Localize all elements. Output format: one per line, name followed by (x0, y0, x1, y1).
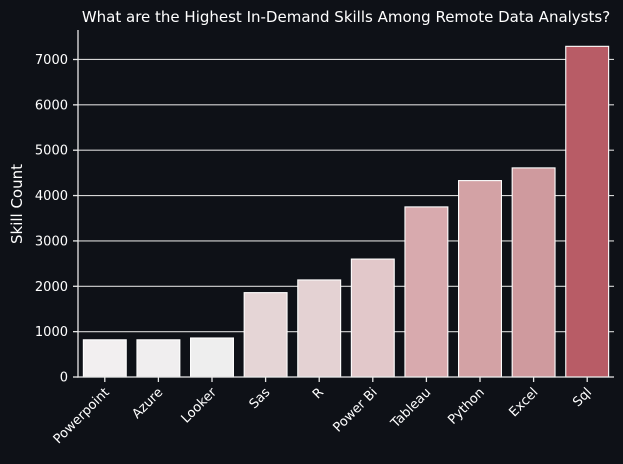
y-tick-label: 7000 (35, 53, 68, 68)
x-tick-label: Azure (129, 385, 166, 422)
y-tick-label: 6000 (35, 98, 68, 113)
x-tick-label: Excel (506, 385, 541, 420)
x-tick-label: Tableau (388, 385, 435, 432)
x-tick-label: Powerpoint (51, 385, 113, 447)
bar-sas (243, 292, 288, 378)
y-tick-label: 2000 (35, 280, 68, 295)
x-tick-label: Looker (179, 385, 221, 427)
y-tick-label: 3000 (35, 234, 68, 249)
bar-looker (190, 337, 234, 378)
bars (82, 45, 610, 378)
x-tick-labels: Powerpoint Azure Looker Sas R Power Bi Tableau… (51, 385, 595, 447)
chart-title: What are the Highest In-Demand Skills Am… (82, 8, 610, 26)
y-tick-label: 0 (60, 371, 68, 386)
axes (73, 30, 614, 382)
bar-python (458, 180, 502, 378)
y-tick-label: 1000 (35, 325, 68, 340)
y-tick-labels: 0 1000 2000 3000 4000 5000 6000 7000 (35, 53, 68, 386)
y-axis-label: Skill Count (8, 164, 26, 244)
y-tick-label: 5000 (35, 144, 68, 159)
bar-sql (565, 45, 610, 378)
bar-r (297, 279, 342, 378)
x-tick-label: R (310, 385, 327, 402)
x-tick-label: Python (445, 385, 487, 427)
bar-azure (136, 339, 181, 378)
bar-power-bi (350, 258, 395, 378)
x-tick-label: Sql (570, 385, 595, 410)
gridlines (78, 58, 614, 333)
bar-powerpoint (82, 339, 127, 378)
bar-excel (511, 167, 556, 378)
bar-tableau (404, 206, 449, 378)
x-tick-label: Sas (247, 385, 274, 412)
y-tick-label: 4000 (35, 189, 68, 204)
x-tick-label: Power Bi (330, 385, 380, 435)
